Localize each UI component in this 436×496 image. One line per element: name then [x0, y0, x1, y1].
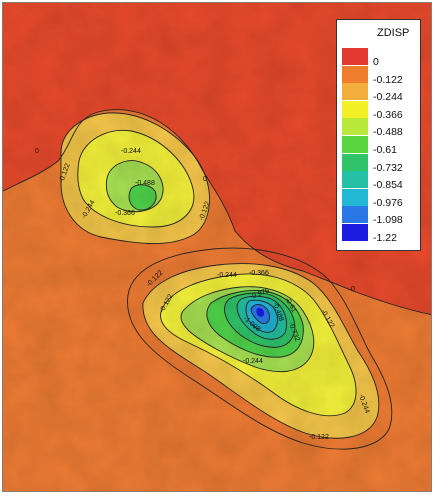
legend-label: -0.488 [373, 126, 403, 139]
legend-swatch [342, 171, 368, 189]
legend-swatch [342, 65, 368, 83]
legend-label: -0.732 [373, 161, 403, 174]
label-zero-mid: 0 [203, 176, 207, 183]
legend-swatch [342, 100, 368, 118]
label-lower-0366-top: -0.366 [249, 270, 269, 277]
label-zero-left: 0 [35, 148, 39, 155]
legend-swatch [342, 48, 368, 65]
legend-swatch [342, 188, 368, 206]
legend-swatch [342, 224, 368, 241]
legend-label: -0.61 [373, 144, 397, 156]
legend-label: -1.22 [373, 232, 397, 244]
legend-title: ZDISP [377, 27, 410, 39]
legend-label: -1.098 [373, 214, 403, 227]
label-lower-0122-bottom: -0.122 [309, 434, 329, 441]
label-upper-0244-top: -0.244 [121, 148, 141, 155]
label-upper-0488: -0.488 [135, 180, 155, 187]
legend-label: -0.976 [373, 196, 403, 209]
legend-swatch [342, 206, 368, 224]
legend: ZDISP 0 -0.122 -0.244 -0.366 -0.488 -0.61 -0.7… [336, 19, 421, 251]
contour-plot: 0 0 0 -0.122 -0.244 -0.488 -0.366 -0.244… [2, 2, 432, 492]
contour-lines [3, 109, 431, 450]
label-zero-right: 0 [351, 286, 355, 293]
legend-swatch [342, 118, 368, 136]
label-lower-0244-bottom: -0.244 [243, 358, 263, 365]
legend-swatch [342, 136, 368, 153]
legend-label: -0.366 [373, 108, 403, 121]
legend-swatch [342, 153, 368, 171]
legend-label: -0.244 [373, 91, 403, 104]
legend-label: -0.854 [373, 179, 403, 192]
legend-label: -0.122 [373, 73, 403, 86]
label-lower-0244-top: -0.244 [217, 272, 237, 279]
legend-swatch [342, 83, 368, 101]
label-upper-0366: -0.366 [115, 210, 135, 217]
legend-label: 0 [373, 56, 379, 68]
